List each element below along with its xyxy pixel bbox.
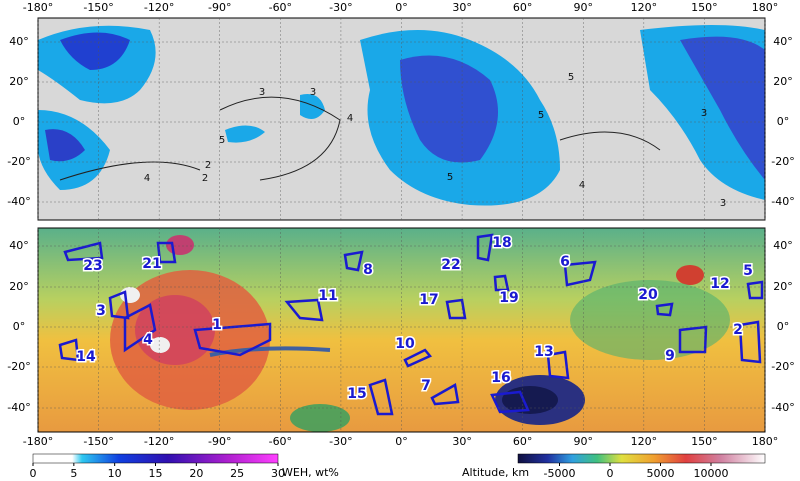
colorbar-tick-label: 5 <box>70 467 77 480</box>
lat-tick-label: 20° <box>773 280 793 293</box>
colorbar-tick-label: 0 <box>30 467 37 480</box>
lon-tick-label: 120° <box>631 1 658 14</box>
contour-label: 3 <box>259 87 265 98</box>
lat-tick-label: 40° <box>773 35 793 48</box>
region-label: 3 <box>96 303 106 319</box>
lat-tick-label: -20° <box>771 155 794 168</box>
lon-tick-label: 150° <box>691 435 718 448</box>
contour-label: 5 <box>538 110 544 121</box>
lon-tick-label: 30° <box>452 435 472 448</box>
lon-tick-label: 180° <box>752 435 779 448</box>
lon-tick-label: 120° <box>631 435 658 448</box>
colorbar-tick-label: 0 <box>607 467 614 480</box>
colorbar-tick-label: 5000 <box>647 467 675 480</box>
weh-colorbar <box>32 453 279 464</box>
colorbar-tick-label: 25 <box>230 467 244 480</box>
lon-tick-label: -60° <box>269 435 292 448</box>
lat-tick-label: 0° <box>777 115 790 128</box>
lon-tick-label: -150° <box>83 435 113 448</box>
lon-tick-label: 0° <box>395 1 408 14</box>
colorbar-tick-label: 30 <box>271 467 285 480</box>
lat-tick-label: 20° <box>9 75 29 88</box>
region-label: 7 <box>421 378 431 394</box>
contour-label: 4 <box>347 113 353 124</box>
lon-tick-label: -60° <box>269 1 292 14</box>
region-label: 8 <box>363 262 373 278</box>
lon-tick-label: -30° <box>329 435 352 448</box>
contour-label: 3 <box>310 87 316 98</box>
colorbar-tick-label: 20 <box>189 467 203 480</box>
region-label: 23 <box>83 258 102 274</box>
lat-tick-label: -40° <box>771 401 794 414</box>
region-label: 1 <box>212 317 222 333</box>
lat-tick-label: -20° <box>7 360 30 373</box>
lon-tick-label: 90° <box>574 1 594 14</box>
colorbar-tick-label: 15 <box>149 467 163 480</box>
region-label: 2 <box>733 322 743 338</box>
lon-tick-label: 90° <box>574 435 594 448</box>
contour-label: 5 <box>219 135 225 146</box>
lon-tick-label: 30° <box>452 1 472 14</box>
contour-label: 2 <box>202 173 208 184</box>
region-label: 12 <box>710 276 729 292</box>
region-label: 18 <box>492 235 511 251</box>
lat-tick-label: 20° <box>773 75 793 88</box>
contour-label: 4 <box>579 180 585 191</box>
altitude-colorbar <box>517 453 766 464</box>
region-label: 5 <box>743 263 753 279</box>
contour-label: 4 <box>144 173 150 184</box>
colorbar-tick-label: -5000 <box>544 467 576 480</box>
lon-tick-label: -30° <box>329 1 352 14</box>
lon-tick-label: -120° <box>144 1 174 14</box>
region-label: 4 <box>143 332 153 348</box>
region-label: 19 <box>499 290 518 306</box>
region-label: 21 <box>142 256 161 272</box>
colorbar-label: WEH, wt% <box>282 466 339 479</box>
lat-tick-label: 40° <box>773 239 793 252</box>
contour-label: 5 <box>568 72 574 83</box>
region-label: 16 <box>491 370 510 386</box>
lat-tick-label: -40° <box>7 195 30 208</box>
lat-tick-label: -40° <box>7 401 30 414</box>
lon-tick-label: -180° <box>23 1 53 14</box>
region-outlines <box>58 233 764 416</box>
lon-tick-label: 0° <box>395 435 408 448</box>
lat-tick-label: 0° <box>777 320 790 333</box>
region-label: 14 <box>76 349 96 365</box>
lon-tick-label: 60° <box>513 1 533 14</box>
region-label: 22 <box>441 257 460 273</box>
lat-tick-label: -20° <box>7 155 30 168</box>
contour-label: 5 <box>447 172 453 183</box>
region-label: 13 <box>534 344 553 360</box>
colorbar-tick-label: 10000 <box>694 467 729 480</box>
region-label: 6 <box>560 254 570 270</box>
contour-label: 3 <box>701 108 707 119</box>
lon-tick-label: -120° <box>144 435 174 448</box>
colorbar-tick-label: 10 <box>108 467 122 480</box>
region-label: 20 <box>638 287 658 303</box>
contour-label: 3 <box>720 198 726 209</box>
region-label: 17 <box>419 292 438 308</box>
contour-label: 2 <box>205 160 211 171</box>
lat-tick-label: -40° <box>771 195 794 208</box>
lon-tick-label: -180° <box>23 435 53 448</box>
colorbar-label: Altitude, km <box>462 466 529 479</box>
lat-tick-label: 40° <box>9 35 29 48</box>
lon-tick-label: -150° <box>83 1 113 14</box>
lat-tick-label: 20° <box>9 280 29 293</box>
lat-tick-label: 40° <box>9 239 29 252</box>
region-label: 10 <box>395 336 415 352</box>
lat-tick-label: 0° <box>13 320 26 333</box>
lon-tick-label: -90° <box>208 1 231 14</box>
lon-tick-label: 60° <box>513 435 533 448</box>
lon-tick-label: -90° <box>208 435 231 448</box>
region-label: 9 <box>665 348 675 364</box>
region-label: 11 <box>318 288 337 304</box>
lon-tick-label: 180° <box>752 1 779 14</box>
lat-tick-label: 0° <box>13 115 26 128</box>
region-label: 15 <box>347 386 366 402</box>
lon-tick-label: 150° <box>691 1 718 14</box>
lat-tick-label: -20° <box>771 360 794 373</box>
